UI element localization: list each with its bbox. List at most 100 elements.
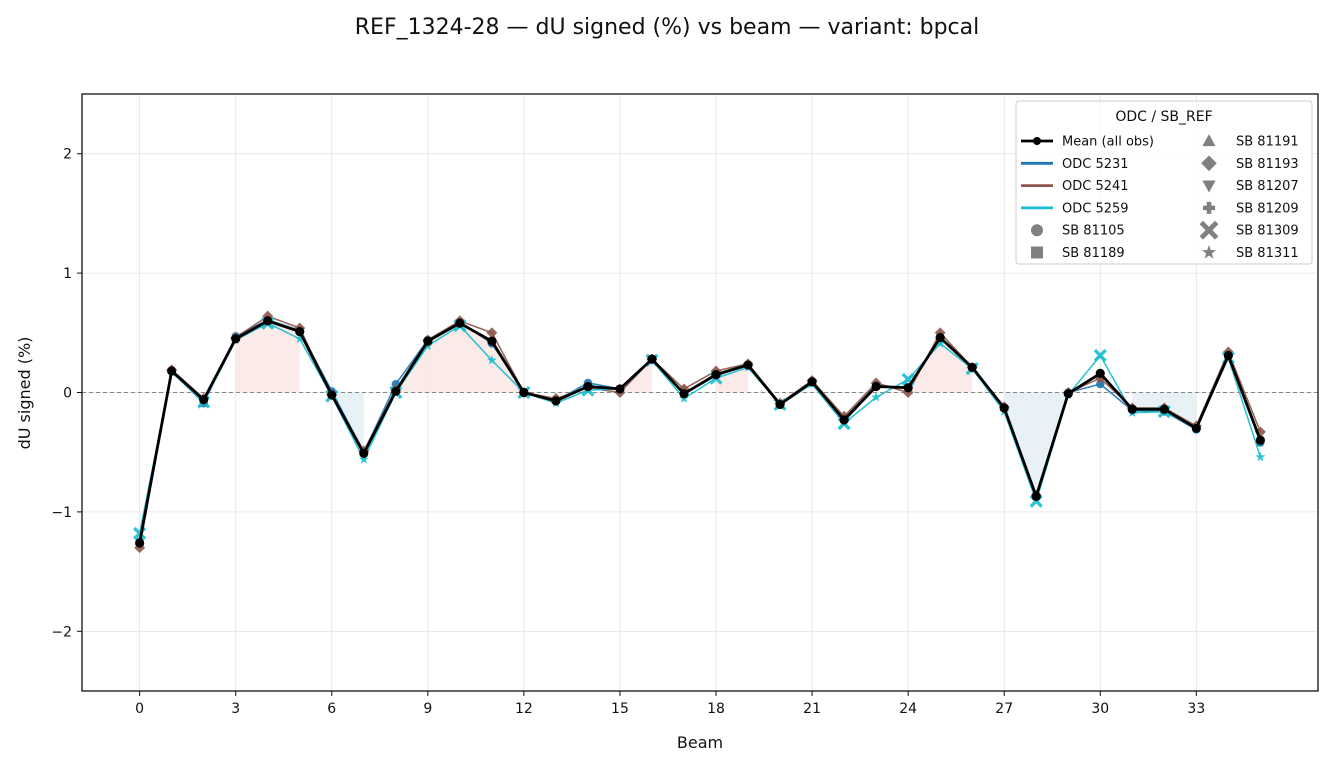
legend-marker-label: SB 81309: [1236, 224, 1299, 239]
mean-point: [295, 327, 305, 337]
legend-mean-marker: [1033, 137, 1041, 145]
mean-point: [263, 316, 273, 326]
y-tick-label: 2: [63, 147, 72, 163]
mean-point: [935, 332, 945, 343]
x-tick-label: 18: [707, 701, 725, 717]
x-axis-label: Beam: [677, 733, 723, 752]
mean-point: [967, 362, 977, 373]
mean-point: [1127, 404, 1137, 414]
legend-box: [1015, 100, 1313, 265]
legend-marker-square-icon: [1031, 246, 1043, 259]
mean-point: [455, 318, 465, 328]
legend-marker-label: SB 81105: [1062, 224, 1125, 239]
y-tick-label: −1: [51, 505, 72, 521]
mean-point: [839, 415, 849, 425]
x-tick-label: 33: [1187, 701, 1205, 717]
legend-title: ODC / SB_REF: [1115, 109, 1212, 125]
legend: ODC / SB_REF Mean (all obs) ODC 5231 ODC 52…: [1015, 100, 1313, 265]
mean-point: [423, 336, 433, 346]
data-point: [486, 355, 497, 365]
legend-marker-triangle-up-icon: [1202, 134, 1216, 147]
legend-marker-label: SB 81189: [1062, 246, 1125, 261]
legend-marker-label: SB 81191: [1236, 135, 1299, 150]
series-line-odc-5241: [138, 315, 1262, 548]
x-tick-label: 6: [327, 701, 336, 717]
mean-point: [711, 369, 721, 380]
data-point: [294, 333, 305, 344]
mean-point: [615, 384, 625, 394]
legend-marker-star-icon: [1201, 245, 1217, 259]
legend-marker-triangle-down-icon: [1202, 180, 1216, 193]
legend-series-label: ODC 5231: [1062, 157, 1129, 172]
mean-point: [807, 377, 817, 387]
legend-marker-plus-icon: [1203, 201, 1215, 214]
negative-fill-area: [1132, 392, 1165, 410]
mean-point: [327, 390, 337, 400]
mean-point: [487, 336, 497, 346]
data-point: [935, 338, 946, 348]
mean-point: [231, 334, 241, 344]
legend-marker-label: SB 81311: [1236, 246, 1299, 261]
data-point: [1255, 451, 1266, 462]
x-tick-label: 0: [135, 701, 144, 717]
x-tick-label: 27: [995, 701, 1013, 717]
legend-series-label: ODC 5259: [1062, 201, 1129, 216]
legend-marker-label: SB 81193: [1236, 157, 1299, 172]
y-tick-label: 1: [63, 266, 72, 282]
positive-fill-area: [459, 323, 492, 393]
mean-point: [647, 354, 657, 364]
x-tick-label: 24: [899, 701, 917, 717]
legend-marker-x-icon: [1199, 220, 1219, 240]
mean-point: [1255, 435, 1265, 445]
mean-point: [903, 383, 913, 393]
mean-point: [551, 396, 561, 406]
mean-point: [199, 395, 209, 405]
x-tick-label: 12: [515, 701, 533, 717]
chart-title: REF_1324-28 — dU signed (%) vs beam — va…: [355, 15, 979, 40]
negative-fill-area: [1164, 392, 1197, 429]
mean-point: [359, 448, 369, 458]
mean-point: [743, 360, 753, 370]
mean-point: [583, 381, 593, 392]
legend-mean-label: Mean (all obs): [1062, 135, 1154, 150]
mean-point: [1223, 350, 1233, 361]
legend-marker-label: SB 81207: [1236, 179, 1299, 194]
mean-line: [138, 319, 1262, 544]
mean-point: [775, 399, 785, 410]
positive-fill-area: [235, 320, 268, 393]
data-point: [1096, 379, 1105, 389]
mean-point: [1031, 491, 1041, 501]
y-tick-label: 0: [63, 386, 72, 402]
x-tick-label: 30: [1091, 701, 1109, 717]
mean-point: [167, 366, 177, 376]
positive-fill-area: [716, 365, 749, 393]
mean-point: [679, 389, 689, 399]
legend-marker-diamond-icon: [1201, 155, 1217, 172]
legend-marker-label: SB 81209: [1236, 201, 1299, 216]
x-tick-label: 21: [803, 701, 821, 717]
data-point: [871, 392, 882, 402]
data-point: [358, 454, 369, 464]
y-axis-label: dU signed (%): [15, 337, 34, 450]
mean-point: [1095, 368, 1105, 378]
positive-fill-area: [940, 337, 973, 393]
x-tick-label: 3: [231, 701, 240, 717]
y-tick-label: −2: [51, 624, 72, 640]
mean-point: [519, 387, 529, 398]
mean-point: [871, 381, 881, 392]
mean-point: [135, 538, 145, 548]
positive-fill-area: [267, 320, 300, 393]
mean-point: [1191, 423, 1201, 433]
data-point: [678, 383, 690, 395]
series-line-odc-5259: [138, 322, 1262, 534]
x-tick-label: 15: [611, 701, 629, 717]
mean-point: [1159, 404, 1169, 414]
legend-series-label: ODC 5241: [1062, 179, 1129, 194]
mean-point: [391, 386, 401, 396]
legend-marker-circle-icon: [1031, 224, 1043, 237]
mean-point: [999, 403, 1009, 413]
mean-point: [1063, 389, 1073, 399]
x-tick-label: 9: [423, 701, 432, 717]
